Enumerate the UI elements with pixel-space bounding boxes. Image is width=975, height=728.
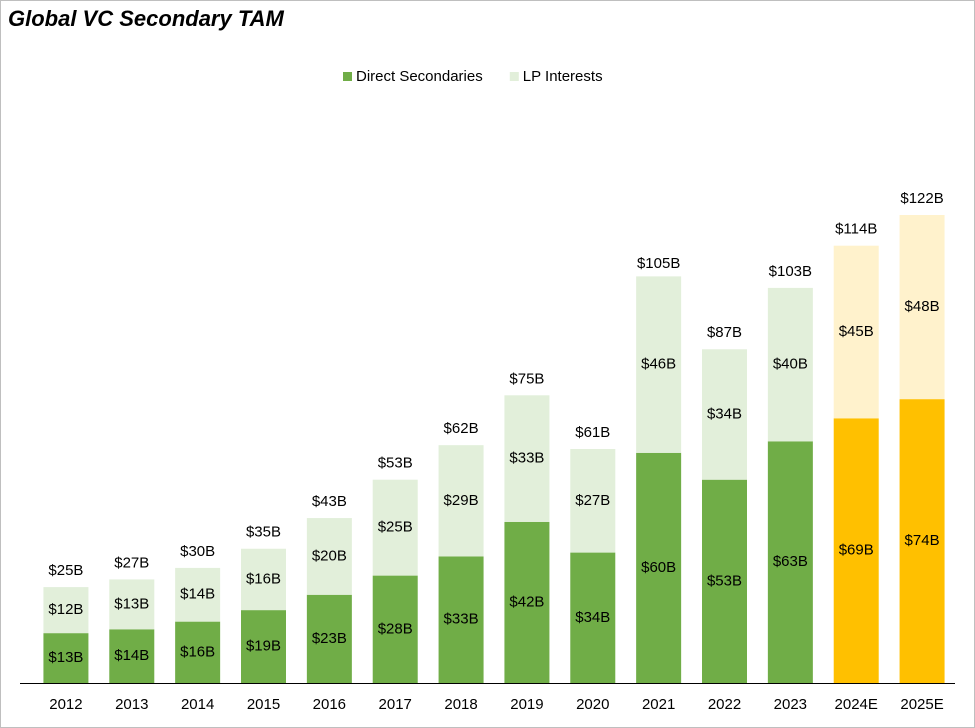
total-label: $27B xyxy=(114,554,149,571)
total-label: $61B xyxy=(575,424,610,441)
bar-segment xyxy=(899,215,945,400)
value-label: $13B xyxy=(114,595,149,612)
value-label: $42B xyxy=(509,593,544,610)
value-label: $69B xyxy=(839,542,874,559)
x-tick-label: 2016 xyxy=(313,696,346,713)
bar-segment xyxy=(504,521,550,683)
x-tick-label: 2020 xyxy=(576,696,609,713)
x-tick-label: 2024E xyxy=(835,696,878,713)
value-label: $25B xyxy=(378,519,413,536)
value-label: $16B xyxy=(180,643,215,660)
total-label: $114B xyxy=(835,221,877,238)
legend-swatch xyxy=(343,72,352,81)
total-label: $122B xyxy=(900,190,943,207)
value-label: $23B xyxy=(312,630,347,647)
value-label: $34B xyxy=(707,405,742,422)
value-label: $53B xyxy=(707,572,742,589)
bar-segment xyxy=(833,245,879,419)
bar-segment xyxy=(504,395,550,522)
bar-segment xyxy=(702,479,747,683)
bar-segment xyxy=(438,445,484,557)
value-label: $14B xyxy=(180,586,215,603)
bar-segment xyxy=(899,399,945,683)
total-label: $25B xyxy=(48,562,83,579)
x-tick-label: 2017 xyxy=(379,696,412,713)
bar-segment xyxy=(570,449,616,553)
x-tick-label: 2013 xyxy=(115,696,148,713)
value-label: $34B xyxy=(575,609,610,626)
bar-segment xyxy=(636,276,682,453)
bar-segment xyxy=(636,452,682,683)
total-label: $62B xyxy=(444,420,479,437)
bar-segment xyxy=(109,629,155,683)
legend-label: LP Interests xyxy=(523,68,603,85)
total-label: $30B xyxy=(180,543,215,560)
value-label: $28B xyxy=(378,620,413,637)
value-label: $27B xyxy=(575,492,610,509)
value-label: $33B xyxy=(509,450,544,467)
bar-segment xyxy=(570,552,616,683)
bar-segment xyxy=(372,575,418,683)
value-label: $20B xyxy=(312,547,347,564)
bar-segment xyxy=(241,610,286,683)
bar-segment xyxy=(109,579,155,630)
value-label: $63B xyxy=(773,553,808,570)
total-label: $103B xyxy=(769,263,812,280)
total-label: $35B xyxy=(246,524,281,541)
bar-segment xyxy=(306,518,352,595)
value-label: $45B xyxy=(839,323,874,340)
value-label: $74B xyxy=(905,532,940,549)
value-label: $13B xyxy=(48,649,83,666)
x-tick-label: 2021 xyxy=(642,696,675,713)
x-tick-label: 2022 xyxy=(708,696,741,713)
bar-segment xyxy=(767,441,813,683)
bar-segment xyxy=(767,287,813,442)
total-label: $53B xyxy=(378,455,413,472)
value-label: $46B xyxy=(641,356,676,373)
legend-swatch xyxy=(509,72,519,81)
total-label: $75B xyxy=(509,370,544,387)
bar-segment xyxy=(833,418,879,683)
value-label: $48B xyxy=(905,298,940,315)
x-tick-label: 2018 xyxy=(444,696,477,713)
bar-segment xyxy=(702,349,747,480)
legend-label: Direct Secondaries xyxy=(356,68,483,85)
x-tick-label: 2023 xyxy=(774,696,807,713)
x-tick-label: 2015 xyxy=(247,696,280,713)
total-label: $105B xyxy=(637,255,680,272)
bar-segment xyxy=(241,548,286,611)
x-tick-label: 2014 xyxy=(181,696,214,713)
bar-segment xyxy=(372,479,418,576)
chart-title: Global VC Secondary TAM xyxy=(8,6,285,31)
x-tick-label: 2019 xyxy=(510,696,543,713)
bar-segment xyxy=(43,587,89,634)
value-label: $29B xyxy=(444,492,479,509)
bar-segment xyxy=(43,633,89,683)
bar-segment xyxy=(306,594,352,683)
value-label: $14B xyxy=(114,647,149,664)
value-label: $40B xyxy=(773,356,808,373)
total-label: $43B xyxy=(312,493,347,510)
value-label: $60B xyxy=(641,559,676,576)
value-label: $33B xyxy=(444,611,479,628)
x-tick-label: 2012 xyxy=(49,696,82,713)
x-tick-label: 2025E xyxy=(900,696,943,713)
value-label: $12B xyxy=(48,601,83,618)
bar-segment xyxy=(438,556,484,683)
bar-segment xyxy=(175,567,221,622)
bar-segment xyxy=(175,621,221,683)
total-label: $87B xyxy=(707,324,742,341)
value-label: $16B xyxy=(246,570,281,587)
value-label: $19B xyxy=(246,638,281,655)
